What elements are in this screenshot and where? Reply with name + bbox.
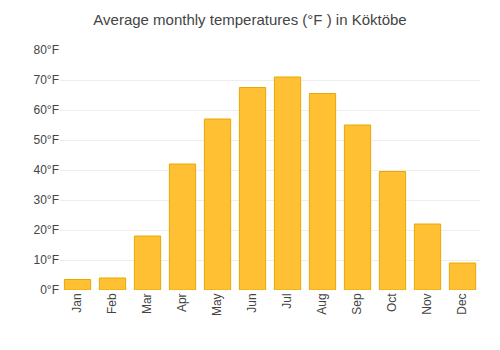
svg-text:Jun: Jun xyxy=(245,293,259,312)
svg-text:Mar: Mar xyxy=(140,293,154,314)
svg-text:70°F: 70°F xyxy=(34,73,59,87)
svg-text:10°F: 10°F xyxy=(34,253,59,267)
svg-text:Jul: Jul xyxy=(280,293,294,308)
svg-text:20°F: 20°F xyxy=(34,223,59,237)
svg-text:Apr: Apr xyxy=(175,293,189,312)
svg-text:Feb: Feb xyxy=(105,293,119,314)
svg-text:Average monthly temperatures (: Average monthly temperatures (°F ) in Kö… xyxy=(93,11,406,28)
svg-text:Dec: Dec xyxy=(455,293,469,314)
svg-text:May: May xyxy=(210,293,224,316)
svg-text:Nov: Nov xyxy=(420,293,434,314)
svg-text:80°F: 80°F xyxy=(34,43,59,57)
svg-text:60°F: 60°F xyxy=(34,103,59,117)
svg-text:40°F: 40°F xyxy=(34,163,59,177)
svg-text:0°F: 0°F xyxy=(40,283,59,297)
svg-text:50°F: 50°F xyxy=(34,133,59,147)
svg-text:Aug: Aug xyxy=(315,293,329,314)
svg-text:Sep: Sep xyxy=(350,293,364,315)
svg-text:Jan: Jan xyxy=(70,293,84,312)
svg-text:30°F: 30°F xyxy=(34,193,59,207)
svg-text:Oct: Oct xyxy=(385,293,399,312)
